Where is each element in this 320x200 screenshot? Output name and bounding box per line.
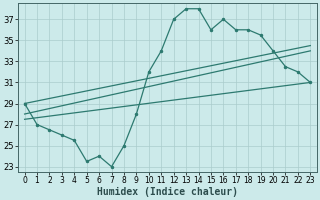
X-axis label: Humidex (Indice chaleur): Humidex (Indice chaleur) (97, 186, 238, 197)
